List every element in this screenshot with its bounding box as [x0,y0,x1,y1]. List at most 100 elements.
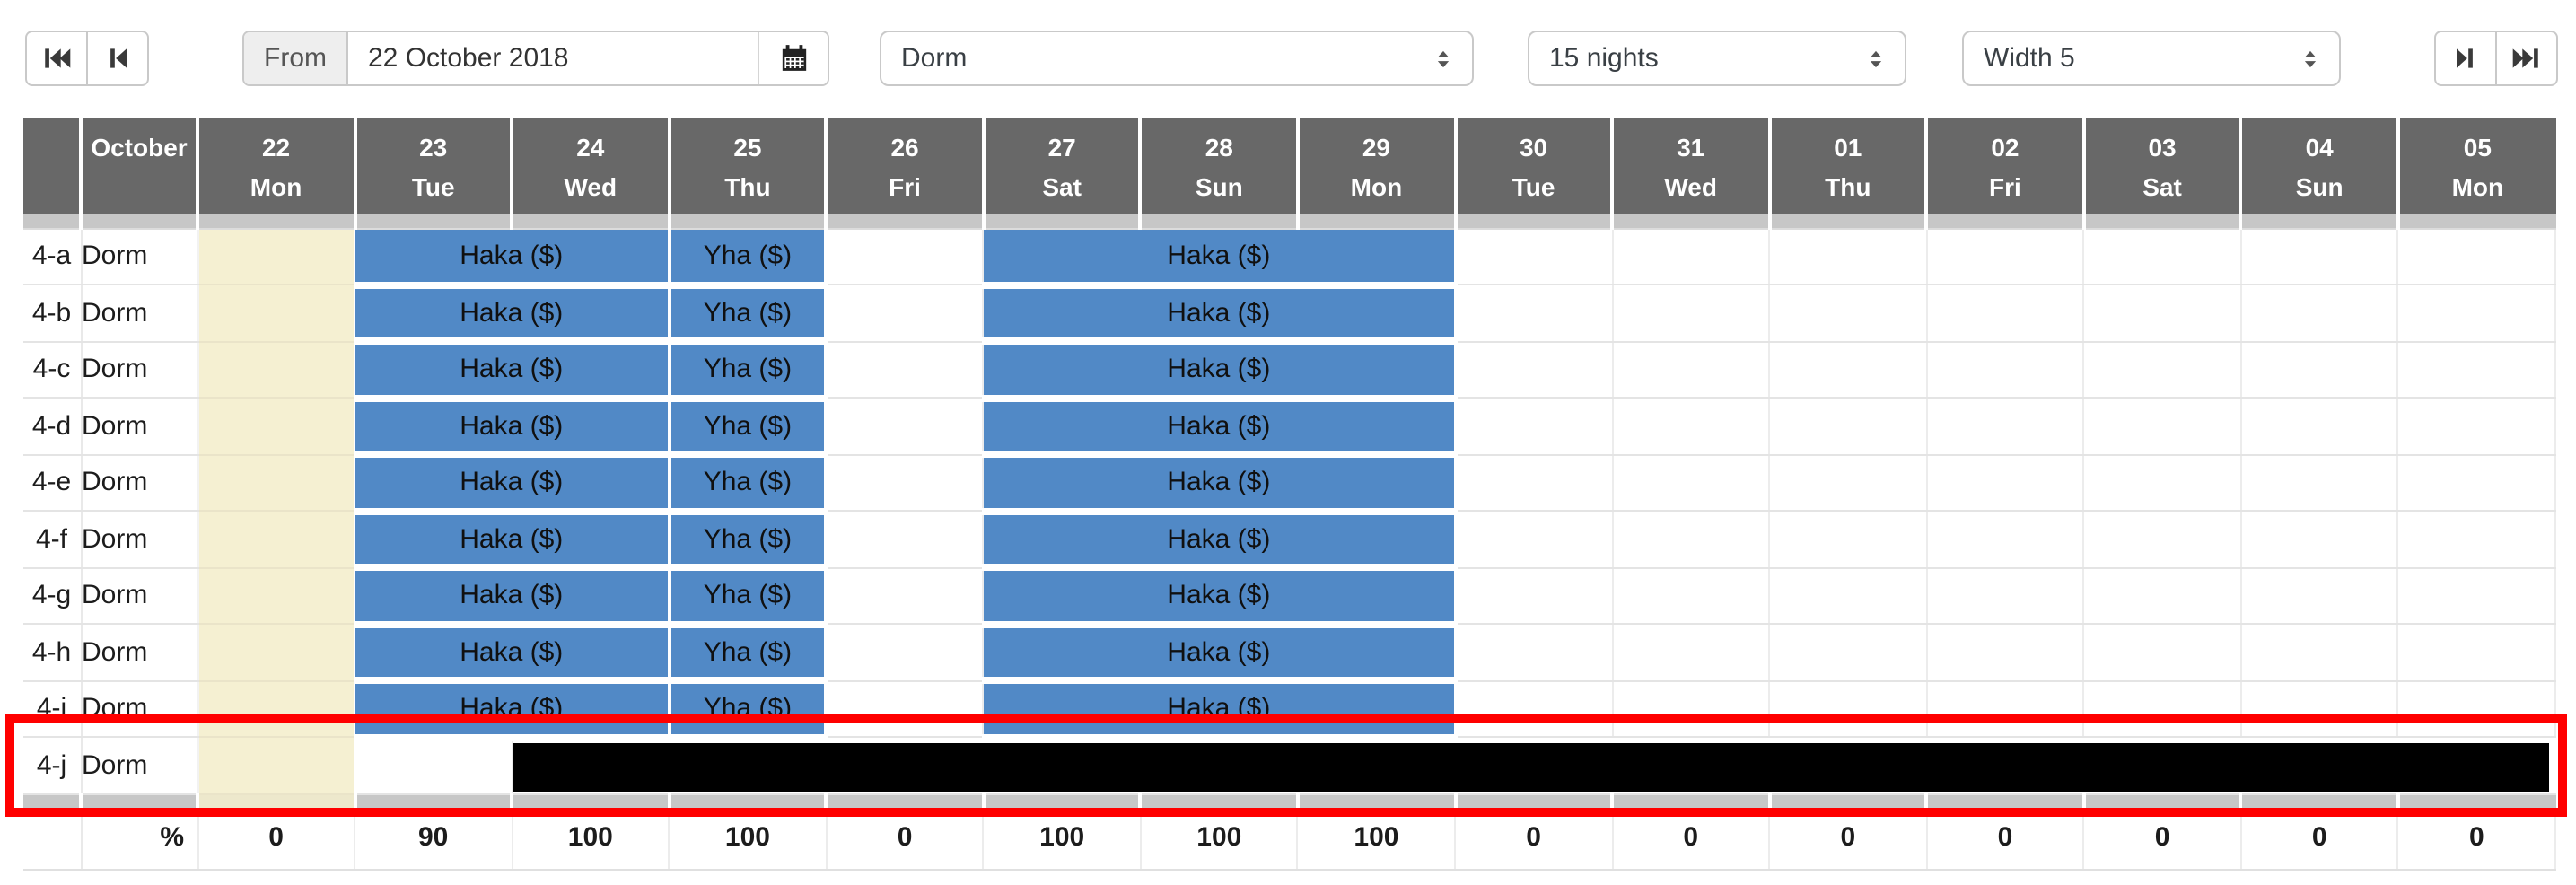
booking-cell[interactable]: Haka ($) [355,285,671,345]
availability-cell[interactable] [826,341,985,399]
availability-cell[interactable] [826,228,985,285]
availability-cell[interactable] [2083,285,2242,342]
availability-cell[interactable] [1455,624,1614,681]
availability-cell[interactable] [1926,624,2085,681]
booking-cell[interactable]: Yha ($) [669,567,828,627]
availability-cell[interactable] [1455,680,1614,738]
availability-cell[interactable] [2083,567,2242,625]
availability-cell[interactable] [2240,285,2399,342]
availability-cell-today[interactable] [197,680,356,738]
availability-cell[interactable] [2397,285,2556,342]
availability-cell[interactable] [2240,398,2399,455]
nights-select[interactable]: 15 nights [1528,31,1906,86]
booking-cell[interactable]: Haka ($) [355,398,671,458]
availability-cell[interactable] [1926,398,2085,455]
availability-cell-today[interactable] [197,454,356,512]
booking-cell[interactable]: Haka ($) [983,511,1457,571]
availability-cell[interactable] [1455,398,1614,455]
room-type-select[interactable]: Dorm [880,31,1474,86]
availability-cell[interactable] [2240,228,2399,285]
availability-cell[interactable] [2397,341,2556,399]
availability-cell[interactable] [826,285,985,342]
booking-cell[interactable]: Haka ($) [355,624,671,684]
availability-cell[interactable] [1769,511,1928,568]
availability-cell[interactable] [1926,228,2085,285]
booking-cell[interactable]: Haka ($) [355,511,671,571]
booking-cell[interactable]: Yha ($) [669,398,828,458]
booking-cell[interactable]: Haka ($) [355,341,671,401]
availability-cell[interactable] [826,454,985,512]
availability-cell[interactable] [1769,398,1928,455]
skip-to-end-button[interactable] [2495,31,2558,86]
availability-cell[interactable] [1769,228,1928,285]
availability-cell[interactable] [2240,454,2399,512]
availability-cell[interactable] [2083,228,2242,285]
skip-to-start-button[interactable] [25,31,88,86]
availability-cell-today[interactable] [197,624,356,681]
availability-cell-today[interactable] [197,285,356,342]
availability-cell-today[interactable] [197,228,356,285]
booking-cell[interactable]: Haka ($) [355,680,671,740]
availability-cell[interactable] [1769,680,1928,738]
availability-cell[interactable] [2397,511,2556,568]
booking-cell[interactable]: Haka ($) [983,341,1457,401]
booking-cell[interactable]: Yha ($) [669,341,828,401]
from-date-input[interactable] [348,32,758,84]
blackout-cell[interactable] [512,737,2555,794]
availability-cell[interactable] [355,737,513,794]
availability-cell[interactable] [2240,624,2399,681]
availability-cell[interactable] [1455,341,1614,399]
booking-cell[interactable]: Yha ($) [669,680,828,740]
availability-cell[interactable] [2083,341,2242,399]
availability-cell[interactable] [1926,341,2085,399]
availability-cell[interactable] [2240,567,2399,625]
availability-cell[interactable] [1455,228,1614,285]
availability-cell[interactable] [1455,567,1614,625]
availability-cell[interactable] [826,680,985,738]
booking-cell[interactable]: Yha ($) [669,511,828,571]
booking-cell[interactable]: Haka ($) [355,454,671,514]
availability-cell[interactable] [1612,511,1771,568]
booking-cell[interactable]: Haka ($) [983,228,1457,288]
availability-cell[interactable] [1612,680,1771,738]
availability-cell[interactable] [1769,567,1928,625]
availability-cell[interactable] [2397,624,2556,681]
availability-cell[interactable] [1769,624,1928,681]
availability-cell[interactable] [1926,680,2085,738]
availability-cell[interactable] [2397,398,2556,455]
availability-cell[interactable] [2240,680,2399,738]
availability-cell[interactable] [1769,285,1928,342]
availability-cell-today[interactable] [197,737,356,794]
availability-cell[interactable] [1926,511,2085,568]
booking-cell[interactable]: Haka ($) [983,680,1457,740]
booking-cell[interactable]: Haka ($) [983,624,1457,684]
availability-cell[interactable] [1926,454,2085,512]
availability-cell[interactable] [826,567,985,625]
availability-cell[interactable] [1612,398,1771,455]
width-select[interactable]: Width 5 [1962,31,2341,86]
booking-cell[interactable]: Yha ($) [669,228,828,288]
availability-cell[interactable] [1769,341,1928,399]
availability-cell[interactable] [1612,624,1771,681]
availability-cell-today[interactable] [197,341,356,399]
availability-cell[interactable] [2240,511,2399,568]
availability-cell-today[interactable] [197,511,356,568]
booking-cell[interactable]: Haka ($) [983,285,1457,345]
availability-cell[interactable] [1612,285,1771,342]
availability-cell[interactable] [2083,511,2242,568]
booking-cell[interactable]: Haka ($) [355,567,671,627]
booking-cell[interactable]: Yha ($) [669,624,828,684]
availability-cell-today[interactable] [197,567,356,625]
availability-cell[interactable] [826,398,985,455]
booking-cell[interactable]: Haka ($) [983,567,1457,627]
booking-cell[interactable]: Haka ($) [355,228,671,288]
availability-cell[interactable] [1455,511,1614,568]
availability-cell[interactable] [2083,624,2242,681]
availability-cell[interactable] [1926,285,2085,342]
availability-cell[interactable] [2240,341,2399,399]
availability-cell[interactable] [2083,454,2242,512]
availability-cell[interactable] [1455,454,1614,512]
availability-cell[interactable] [1455,285,1614,342]
availability-cell[interactable] [1612,228,1771,285]
booking-cell[interactable]: Haka ($) [983,454,1457,514]
